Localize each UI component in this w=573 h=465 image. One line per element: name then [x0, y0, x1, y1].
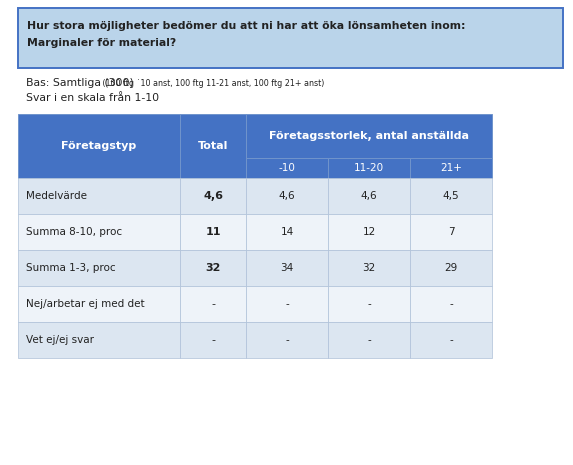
Bar [328, 322, 410, 358]
Text: Svar i en skala från 1-10: Svar i en skala från 1-10 [26, 93, 159, 103]
Text: 32: 32 [205, 263, 221, 273]
Bar [328, 178, 410, 214]
Text: -: - [449, 335, 453, 345]
Bar [246, 250, 328, 286]
Text: 34: 34 [280, 263, 293, 273]
Text: Nej/arbetar ej med det: Nej/arbetar ej med det [26, 299, 144, 309]
Text: -: - [449, 299, 453, 309]
Text: 21+: 21+ [440, 163, 462, 173]
Bar [246, 286, 328, 322]
Text: 4,6: 4,6 [203, 191, 223, 201]
Text: 29: 29 [445, 263, 458, 273]
Bar [18, 8, 563, 68]
Text: 12: 12 [362, 227, 376, 237]
Text: -: - [211, 299, 215, 309]
Text: -: - [211, 335, 215, 345]
Bar [246, 114, 492, 158]
Bar [246, 178, 328, 214]
Bar [180, 114, 246, 178]
Bar [328, 286, 410, 322]
Text: Summa 8-10, proc: Summa 8-10, proc [26, 227, 122, 237]
Bar [18, 250, 180, 286]
Text: Företagsstorlek, antal anställda: Företagsstorlek, antal anställda [269, 131, 469, 141]
Text: -: - [285, 299, 289, 309]
Bar [328, 214, 410, 250]
Text: Hur stora möjligheter bedömer du att ni har att öka lönsamheten inom:: Hur stora möjligheter bedömer du att ni … [27, 21, 465, 31]
Text: Bas: Samtliga (300): Bas: Samtliga (300) [26, 78, 134, 88]
Text: 4,6: 4,6 [360, 191, 377, 201]
Text: (100 ftg ˙10 anst, 100 ftg 11-21 anst, 100 ftg 21+ anst): (100 ftg ˙10 anst, 100 ftg 11-21 anst, 1… [100, 80, 324, 88]
Text: -: - [367, 335, 371, 345]
Text: 4,5: 4,5 [443, 191, 460, 201]
Bar [410, 214, 492, 250]
Bar [328, 158, 410, 178]
Bar [328, 250, 410, 286]
Text: 4,6: 4,6 [278, 191, 295, 201]
Text: -: - [367, 299, 371, 309]
Bar [18, 114, 180, 178]
Bar [18, 286, 180, 322]
Bar [410, 158, 492, 178]
Bar [18, 178, 180, 214]
Bar [180, 250, 246, 286]
Text: Företagstyp: Företagstyp [61, 141, 136, 151]
Bar [410, 286, 492, 322]
Bar [18, 214, 180, 250]
Bar [410, 322, 492, 358]
Bar [246, 158, 328, 178]
Text: Marginaler för material?: Marginaler för material? [27, 38, 176, 48]
Text: Medelvärde: Medelvärde [26, 191, 87, 201]
Text: -: - [285, 335, 289, 345]
Text: 14: 14 [280, 227, 293, 237]
Text: -10: -10 [278, 163, 296, 173]
Text: 7: 7 [448, 227, 454, 237]
Bar [180, 322, 246, 358]
Text: 11-20: 11-20 [354, 163, 384, 173]
Bar [180, 178, 246, 214]
Bar [246, 214, 328, 250]
Bar [410, 178, 492, 214]
Bar [180, 286, 246, 322]
Text: Vet ej/ej svar: Vet ej/ej svar [26, 335, 94, 345]
Text: 11: 11 [205, 227, 221, 237]
Bar [246, 322, 328, 358]
Bar [180, 214, 246, 250]
Text: Total: Total [198, 141, 228, 151]
Bar [18, 322, 180, 358]
Text: 32: 32 [362, 263, 376, 273]
Bar [410, 250, 492, 286]
Text: Summa 1-3, proc: Summa 1-3, proc [26, 263, 116, 273]
